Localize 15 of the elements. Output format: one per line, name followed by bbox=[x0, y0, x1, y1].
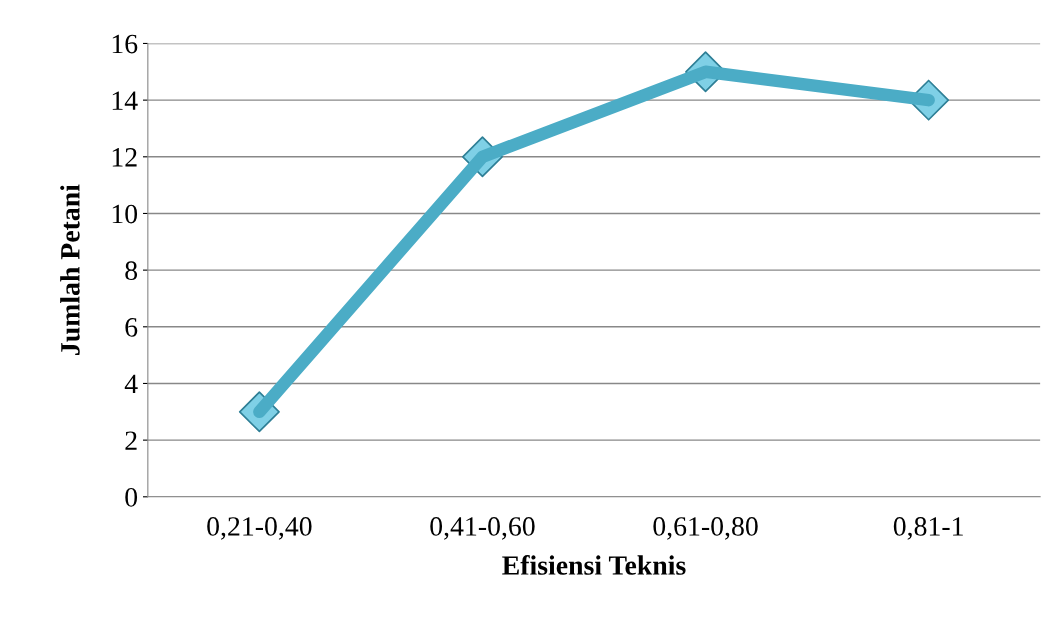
x-tick-label: 0,41-0,60 bbox=[430, 517, 535, 540]
x-axis-title: Efisiensi Teknis bbox=[502, 555, 686, 575]
y-tick-label: 16 bbox=[112, 34, 138, 54]
y-tick-label: 14 bbox=[112, 91, 138, 110]
y-tick-label: 6 bbox=[125, 318, 138, 337]
y-tick-label: 4 bbox=[124, 374, 138, 394]
x-tick-label: 0,81-1 bbox=[893, 517, 963, 540]
y-tick-label: 12 bbox=[112, 148, 137, 167]
x-tick-label: 0,61-0,80 bbox=[653, 517, 758, 540]
x-tick-label: 0,21-0,40 bbox=[207, 517, 312, 540]
y-tick-label: 2 bbox=[125, 431, 137, 450]
y-tick-label: 10 bbox=[112, 204, 138, 224]
y-tick-label: 0 bbox=[125, 487, 138, 507]
y-tick-label: 8 bbox=[125, 261, 138, 281]
y-axis-title: Jumlah Petani bbox=[60, 184, 80, 355]
